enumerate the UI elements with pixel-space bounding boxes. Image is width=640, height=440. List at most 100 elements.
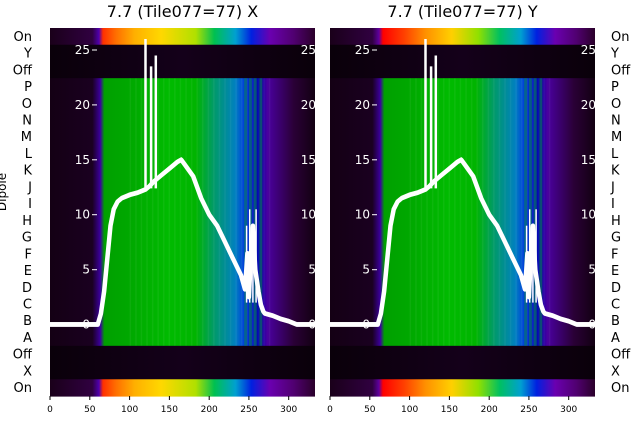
row-label: P [24,80,32,95]
heatmap-row [50,362,315,380]
x-tick-label: 100 [121,405,138,415]
overlay-tick-label: 25 [355,43,370,57]
x-tick-label: 250 [240,405,257,415]
row-label: Off [611,63,631,78]
overlay-tick-label-right: 5 [588,263,596,277]
heatmap-stripe [213,78,215,346]
row-label: D [611,281,621,296]
heatmap-stripe [140,78,143,346]
row-label: L [611,147,619,162]
row-label: M [21,130,32,145]
overlay-tick-label-right: 20 [581,98,596,112]
heatmap-row [50,78,315,96]
heatmap-stripe [465,78,467,346]
row-label: J [27,180,32,195]
row-label: E [24,264,32,279]
heatmap-row [50,379,315,397]
heatmap-row [50,111,315,129]
row-label: I [611,197,615,212]
row-label: F [611,247,618,262]
heatmap-row [330,161,595,180]
overlay-tick-label: 10 [75,208,90,222]
heatmap-stripe [218,78,221,346]
overlay-tick-label: 15 [355,153,370,167]
row-label: J [610,180,615,195]
overlay-tick-label: 10 [355,208,370,222]
heatmap-stripe [179,78,182,346]
overlay-tick-label: 20 [355,98,370,112]
row-label: A [611,331,620,346]
heatmap-stripe [241,78,243,346]
x-tick-label: 0 [47,405,53,415]
y-axis-label: Dipole [0,173,9,211]
row-label: O [22,97,32,112]
heatmap-stripe [168,78,171,346]
heatmap-row [330,44,595,63]
heatmap-stripe [244,78,248,346]
overlay-tick-label-right: 15 [581,153,596,167]
overlay-tick-label: 20 [75,98,90,112]
heatmap-row [50,28,315,46]
row-label: B [23,314,32,329]
overlay-tick-label-right: 15 [301,153,316,167]
heatmap-row [50,345,315,364]
heatmap-stripe [526,78,529,346]
heatmap-row [330,78,595,96]
heatmap-stripe [202,78,204,346]
heatmap-stripe [263,78,265,346]
heatmap-row [50,145,315,163]
x-tick-label: 250 [520,405,537,415]
heatmap-stripe [129,78,132,346]
heatmap-row [330,145,595,163]
heatmap-row [330,312,595,330]
row-label: On [14,30,32,45]
heatmap-stripe [235,78,237,346]
overlay-tick-label: 25 [75,43,90,57]
heatmap-stripe [259,78,263,346]
heatmap-row [330,379,595,397]
heatmap-stripe [493,78,495,346]
row-label: P [611,80,619,95]
row-label: N [611,114,621,129]
heatmap-row [50,295,315,313]
heatmap-stripe [185,78,187,346]
heatmap-row [50,329,315,347]
overlay-tick-label: 5 [82,263,90,277]
heatmap-stripe [151,78,154,346]
heatmap-row [50,161,315,180]
heatmap-row [330,295,595,313]
heatmap-row [330,178,595,196]
row-label: K [611,164,620,179]
row-label: X [611,364,620,379]
row-label: On [14,381,32,396]
overlay-line [50,157,315,327]
x-tick-label: 150 [161,405,178,415]
heatmap-row [330,128,595,146]
row-label: G [611,231,621,246]
heatmap-stripe [498,78,501,346]
heatmap-stripe [268,78,271,346]
panel-y: 7.7 (Tile077=77) YOnYOffPONMLKJIHGFEDCBA… [327,2,631,415]
heatmap-row [330,28,595,46]
overlay-tick-label: 5 [362,263,370,277]
heatmap-stripe [135,78,137,346]
row-label: X [23,364,32,379]
heatmap-row [50,228,315,247]
x-tick-label: 50 [364,405,376,415]
heatmap-stripe [252,78,254,346]
row-label: F [25,247,32,262]
heatmap-row [330,94,595,113]
heatmap-stripe [229,78,232,346]
heatmap-stripe [509,78,512,346]
heatmap-row [50,44,315,63]
heatmap-row [50,94,315,113]
heatmap-stripe [515,78,517,346]
overlay-tick-label: 15 [75,153,90,167]
panel-x: 7.7 (Tile077=77) XOnYOffPONMLKJIHGFEDCBA… [0,2,316,415]
heatmap-row [330,212,595,230]
row-label: B [611,314,620,329]
heatmap-stripe [532,78,534,346]
x-tick-label: 50 [84,405,96,415]
heatmap-stripe [476,78,478,346]
row-label: On [611,381,629,396]
